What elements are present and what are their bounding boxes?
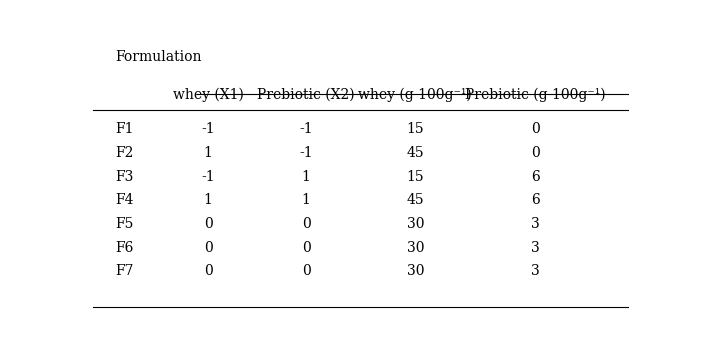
Text: F3: F3	[115, 170, 134, 184]
Text: Prebiotic (X2): Prebiotic (X2)	[258, 88, 355, 102]
Text: F2: F2	[115, 146, 134, 160]
Text: 0: 0	[302, 217, 310, 231]
Text: F1: F1	[115, 122, 134, 136]
Text: 1: 1	[203, 193, 213, 207]
Text: 0: 0	[531, 122, 540, 136]
Text: -1: -1	[201, 122, 215, 136]
Text: whey (g 100g⁻¹): whey (g 100g⁻¹)	[358, 88, 472, 102]
Text: 0: 0	[302, 265, 310, 279]
Text: 15: 15	[406, 122, 425, 136]
Text: Prebiotic (g 100g⁻¹): Prebiotic (g 100g⁻¹)	[465, 88, 605, 102]
Text: whey (X1): whey (X1)	[172, 88, 244, 102]
Text: F5: F5	[115, 217, 134, 231]
Text: 6: 6	[531, 170, 540, 184]
Text: 6: 6	[531, 193, 540, 207]
Text: 1: 1	[302, 193, 310, 207]
Text: -1: -1	[201, 170, 215, 184]
Text: -1: -1	[299, 146, 313, 160]
Text: -1: -1	[299, 122, 313, 136]
Text: 1: 1	[302, 170, 310, 184]
Text: F7: F7	[115, 265, 134, 279]
Text: 3: 3	[531, 241, 540, 255]
Text: 0: 0	[203, 217, 213, 231]
Text: 0: 0	[302, 241, 310, 255]
Text: 15: 15	[406, 170, 425, 184]
Text: 3: 3	[531, 217, 540, 231]
Text: 1: 1	[203, 146, 213, 160]
Text: 0: 0	[203, 265, 213, 279]
Text: F4: F4	[115, 193, 134, 207]
Text: Formulation: Formulation	[115, 50, 202, 64]
Text: 30: 30	[407, 265, 424, 279]
Text: 45: 45	[406, 193, 425, 207]
Text: 0: 0	[531, 146, 540, 160]
Text: 30: 30	[407, 241, 424, 255]
Text: 0: 0	[203, 241, 213, 255]
Text: 30: 30	[407, 217, 424, 231]
Text: 45: 45	[406, 146, 425, 160]
Text: F6: F6	[115, 241, 134, 255]
Text: 3: 3	[531, 265, 540, 279]
